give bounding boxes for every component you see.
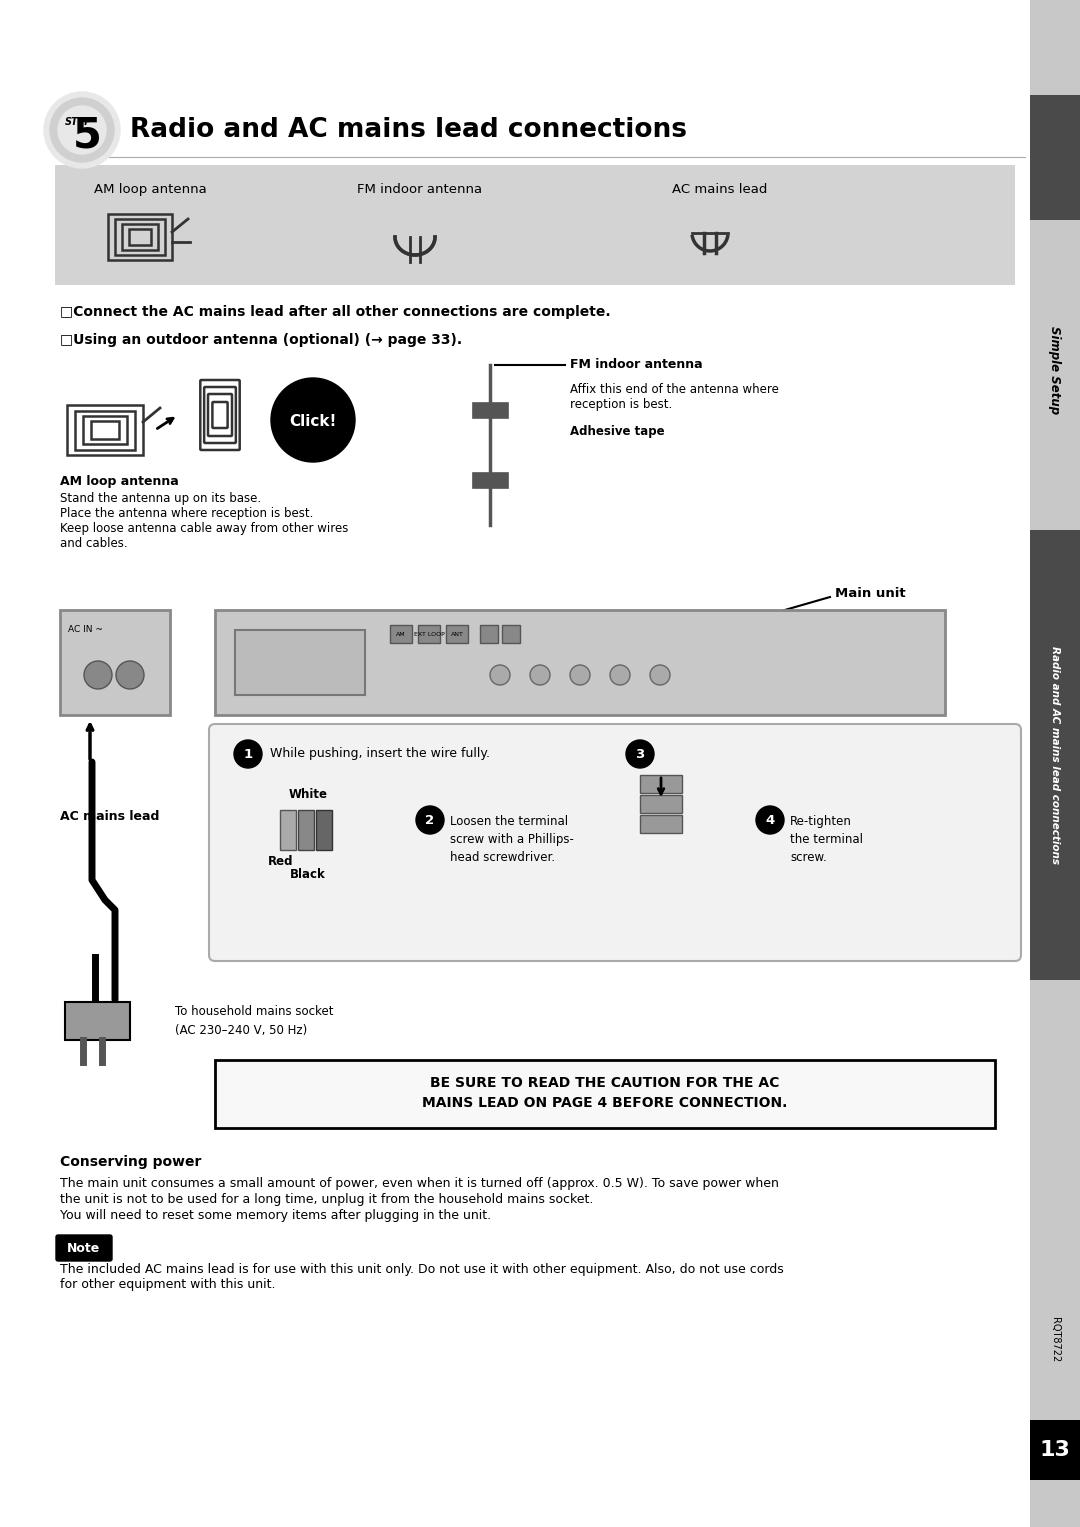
Circle shape	[626, 741, 654, 768]
Bar	[446, 625, 468, 643]
Text: AC mains lead: AC mains lead	[60, 809, 160, 823]
Text: Red: Red	[268, 855, 294, 867]
Text: AM loop antenna: AM loop antenna	[94, 183, 206, 195]
Text: ANT: ANT	[450, 632, 463, 637]
Bar	[640, 796, 681, 812]
Text: To household mains socket
(AC 230–240 V, 50 Hz): To household mains socket (AC 230–240 V,…	[175, 1005, 334, 1037]
Bar	[215, 609, 945, 715]
Text: MAINS LEAD ON PAGE 4 BEFORE CONNECTION.: MAINS LEAD ON PAGE 4 BEFORE CONNECTION.	[422, 1096, 787, 1110]
Circle shape	[610, 664, 630, 686]
Circle shape	[44, 92, 120, 168]
Bar	[1030, 1420, 1080, 1480]
Bar	[67, 405, 143, 455]
Text: Adhesive tape: Adhesive tape	[570, 425, 664, 438]
Text: Affix this end of the antenna where: Affix this end of the antenna where	[570, 383, 779, 395]
Text: □Using an outdoor antenna (optional) (→ page 33).: □Using an outdoor antenna (optional) (→ …	[60, 333, 462, 347]
Text: for other equipment with this unit.: for other equipment with this unit.	[60, 1278, 275, 1290]
Bar	[640, 776, 681, 793]
Text: Radio and AC mains lead connections: Radio and AC mains lead connections	[1050, 646, 1059, 864]
Bar	[1030, 95, 1080, 220]
Bar	[91, 421, 119, 440]
Text: Stand the antenna up on its base.: Stand the antenna up on its base.	[60, 492, 261, 505]
Circle shape	[570, 664, 590, 686]
Text: AC mains lead: AC mains lead	[673, 183, 768, 195]
Circle shape	[650, 664, 670, 686]
Circle shape	[756, 806, 784, 834]
FancyBboxPatch shape	[56, 1235, 112, 1261]
Circle shape	[84, 661, 112, 689]
Text: The main unit consumes a small amount of power, even when it is turned off (appr: The main unit consumes a small amount of…	[60, 1177, 779, 1190]
Bar	[108, 214, 172, 260]
Bar	[122, 224, 158, 250]
Bar	[235, 631, 365, 695]
Bar	[60, 609, 170, 715]
Text: FM indoor antenna: FM indoor antenna	[570, 359, 703, 371]
Text: 5: 5	[73, 115, 102, 157]
Circle shape	[530, 664, 550, 686]
Text: You will need to reset some memory items after plugging in the unit.: You will need to reset some memory items…	[60, 1209, 491, 1222]
Bar	[75, 411, 135, 449]
Bar	[640, 815, 681, 834]
Text: and cables.: and cables.	[60, 538, 127, 550]
Text: AC IN ~: AC IN ~	[68, 625, 103, 634]
Bar	[390, 625, 411, 643]
Text: Place the antenna where reception is best.: Place the antenna where reception is bes…	[60, 507, 313, 521]
Circle shape	[116, 661, 144, 689]
Text: Note: Note	[67, 1241, 100, 1255]
Bar	[114, 218, 165, 255]
Text: 4: 4	[766, 814, 774, 828]
Bar	[215, 1060, 995, 1128]
Text: FM indoor antenna: FM indoor antenna	[357, 183, 483, 195]
Bar	[1030, 0, 1080, 1527]
Text: RQT8722: RQT8722	[1050, 1318, 1059, 1362]
Text: AM loop antenna: AM loop antenna	[60, 475, 179, 489]
Text: AM: AM	[396, 632, 406, 637]
Text: 13: 13	[1040, 1440, 1070, 1460]
Bar	[280, 809, 296, 851]
Text: White: White	[288, 788, 327, 802]
Bar	[55, 165, 1015, 286]
Text: 3: 3	[635, 748, 645, 762]
Bar	[480, 625, 498, 643]
Circle shape	[50, 98, 114, 162]
Bar	[502, 625, 519, 643]
Text: reception is best.: reception is best.	[570, 399, 672, 411]
Bar	[418, 625, 440, 643]
Bar	[316, 809, 332, 851]
Text: While pushing, insert the wire fully.: While pushing, insert the wire fully.	[270, 748, 490, 760]
Text: Simple Setup: Simple Setup	[1049, 325, 1062, 414]
Bar	[1030, 530, 1080, 980]
Text: Radio and AC mains lead connections: Radio and AC mains lead connections	[130, 118, 687, 144]
Circle shape	[271, 379, 355, 463]
Circle shape	[490, 664, 510, 686]
Text: Keep loose antenna cable away from other wires: Keep loose antenna cable away from other…	[60, 522, 349, 534]
Bar	[83, 415, 127, 444]
Bar	[298, 809, 314, 851]
Bar	[129, 229, 151, 244]
Text: Main unit: Main unit	[835, 586, 906, 600]
Text: 1: 1	[243, 748, 253, 762]
Circle shape	[234, 741, 262, 768]
Text: the unit is not to be used for a long time, unplug it from the household mains s: the unit is not to be used for a long ti…	[60, 1193, 593, 1206]
Text: EXT LOOP: EXT LOOP	[414, 632, 444, 637]
FancyBboxPatch shape	[210, 724, 1021, 960]
Text: 2: 2	[426, 814, 434, 828]
Circle shape	[416, 806, 444, 834]
Text: Conserving power: Conserving power	[60, 1154, 201, 1170]
Text: BE SURE TO READ THE CAUTION FOR THE AC: BE SURE TO READ THE CAUTION FOR THE AC	[430, 1077, 780, 1090]
Circle shape	[58, 105, 106, 154]
Text: The included AC mains lead is for use with this unit only. Do not use it with ot: The included AC mains lead is for use wi…	[60, 1263, 784, 1277]
Text: Re-tighten
the terminal
screw.: Re-tighten the terminal screw.	[789, 815, 863, 864]
Text: Click!: Click!	[289, 414, 337, 429]
Bar	[65, 1002, 130, 1040]
Text: STEP: STEP	[65, 118, 93, 127]
Text: Black: Black	[291, 867, 326, 881]
Text: Loosen the terminal
screw with a Phillips-
head screwdriver.: Loosen the terminal screw with a Phillip…	[450, 815, 573, 864]
Text: □Connect the AC mains lead after all other connections are complete.: □Connect the AC mains lead after all oth…	[60, 305, 610, 319]
